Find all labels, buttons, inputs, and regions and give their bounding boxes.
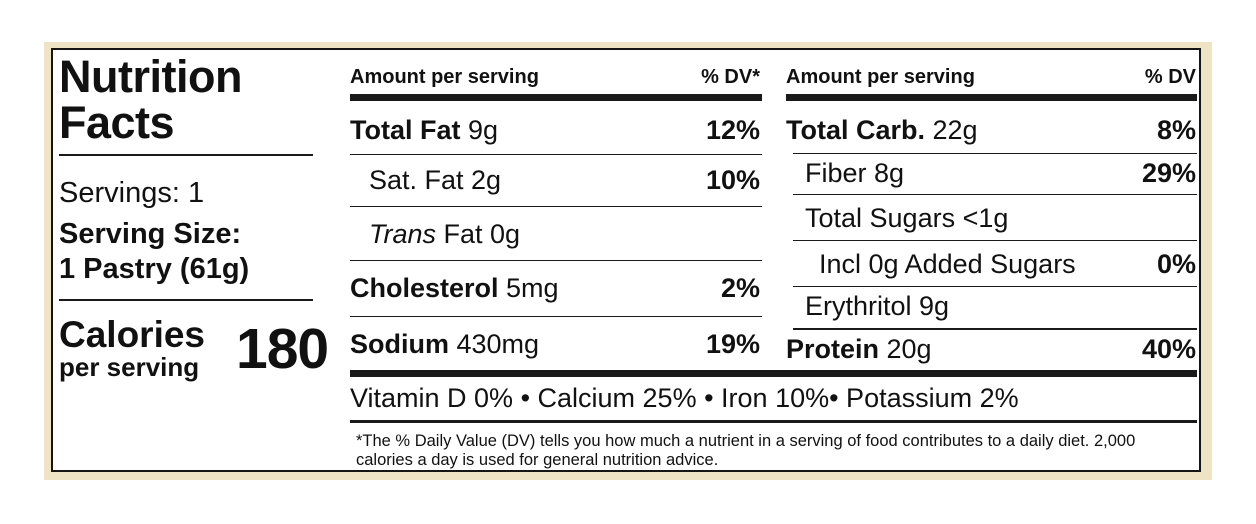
divider — [350, 206, 762, 207]
dv-fiber: 29% — [1141, 158, 1196, 188]
vitamins-minerals-line: Vitamin D 0% • Calcium 25% • Iron 10%• P… — [350, 383, 1019, 413]
table2-header-dv: % DV — [1144, 66, 1196, 88]
calories-sublabel: per serving — [59, 352, 200, 382]
divider — [793, 194, 1197, 195]
thick-divider — [350, 370, 1197, 377]
nutrient-name: Total Fat — [350, 115, 461, 145]
calories-label: Calories — [59, 314, 206, 355]
serving-size-label: Serving Size: — [59, 218, 242, 250]
nutrient-amount: 430mg — [449, 329, 540, 359]
divider — [793, 240, 1197, 241]
divider — [59, 154, 313, 156]
row-fiber: Fiber 8g — [805, 158, 905, 188]
table1-header-amount: Amount per serving — [350, 66, 539, 88]
row-sat-fat: Sat. Fat 2g — [369, 165, 502, 195]
title-line-1: Nutrition — [59, 51, 242, 102]
nutrient-name: Fat 0g — [436, 219, 521, 249]
nutrient-name: Protein — [786, 334, 880, 364]
thick-divider — [350, 94, 762, 101]
row-total-fat: Total Fat 9g — [350, 114, 498, 146]
dv-sat-fat: 10% — [705, 165, 760, 195]
label-border-frame: Nutrition Facts Servings: 1 Serving Size… — [44, 42, 1212, 480]
divider — [350, 260, 762, 261]
nutrient-name: Sodium — [350, 329, 449, 359]
nutrition-facts-label: Nutrition Facts Servings: 1 Serving Size… — [51, 48, 1201, 472]
title-line-2: Facts — [59, 97, 175, 148]
serving-size-value: 1 Pastry (61g) — [59, 253, 250, 285]
thick-divider — [786, 94, 1197, 101]
nutrient-name: Total Carb. — [786, 115, 926, 145]
nutrient-amount: 5mg — [498, 273, 559, 303]
nutrient-amount: 22g — [925, 115, 978, 145]
row-total-sugars: Total Sugars <1g — [805, 203, 1009, 233]
divider — [793, 286, 1197, 287]
divider — [59, 299, 313, 301]
row-sodium: Sodium 430mg — [350, 328, 539, 360]
divider — [793, 153, 1197, 154]
dv-total-carb: 8% — [1156, 115, 1196, 145]
nutrition-facts-title: Nutrition Facts — [59, 54, 242, 146]
dv-total-fat: 12% — [705, 115, 760, 145]
dv-cholesterol: 2% — [720, 273, 760, 303]
table2-header-amount: Amount per serving — [786, 66, 975, 88]
daily-value-footnote: *The % Daily Value (DV) tells you how mu… — [356, 432, 1136, 469]
dv-added-sugars: 0% — [1156, 249, 1196, 279]
trans-italic: Trans — [369, 219, 437, 249]
row-cholesterol: Cholesterol 5mg — [350, 272, 559, 304]
table1-header-dv: % DV* — [701, 66, 760, 88]
row-total-carb: Total Carb. 22g — [786, 114, 978, 146]
servings-count: Servings: 1 — [59, 177, 205, 209]
calories-value: 180 — [236, 317, 329, 381]
divider — [793, 328, 1197, 330]
row-trans-fat: Trans Fat 0g — [369, 218, 520, 250]
nutrient-amount: 9g — [460, 115, 499, 145]
row-protein: Protein 20g — [786, 333, 932, 365]
nutrient-name: Cholesterol — [350, 273, 499, 303]
divider — [350, 316, 762, 317]
divider — [350, 420, 1197, 423]
dv-protein: 40% — [1141, 334, 1196, 364]
row-added-sugars: Incl 0g Added Sugars — [819, 249, 1076, 279]
nutrient-amount: 20g — [879, 334, 932, 364]
divider — [350, 154, 762, 155]
dv-sodium: 19% — [705, 329, 760, 359]
row-erythritol: Erythritol 9g — [805, 291, 950, 321]
